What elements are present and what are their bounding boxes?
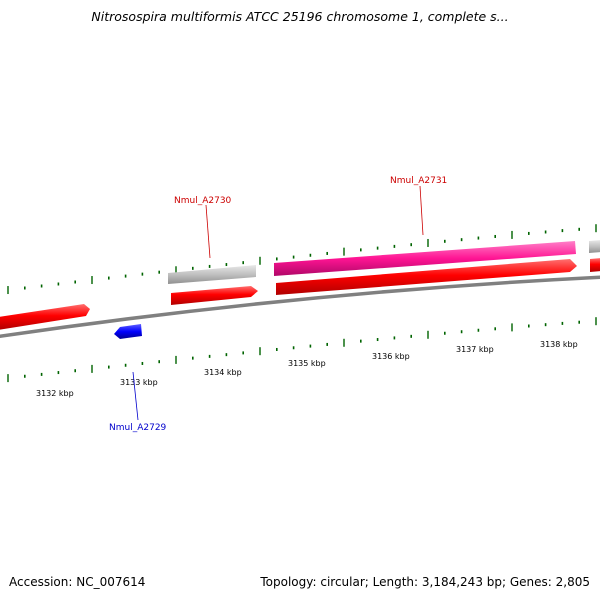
scale-label: 3137 kbp	[456, 345, 494, 354]
label-leader-a2731	[419, 185, 424, 236]
gene-label-a2729[interactable]: Nmul_A2729	[109, 423, 167, 433]
gene-label-a2731[interactable]: Nmul_A2731	[390, 176, 447, 186]
map-title: Nitrosospira multiformis ATCC 25196 chro…	[91, 9, 509, 24]
scale-label: 3134 kbp	[204, 368, 242, 377]
genome-backbone	[0, 275, 600, 339]
gene-label-a2730[interactable]: Nmul_A2730	[174, 196, 232, 206]
genome-summary-text: Topology: circular; Length: 3,184,243 bp…	[260, 575, 590, 589]
red-cds-feature-a2731[interactable]	[276, 259, 577, 295]
blue-reverse-feature[interactable]	[114, 324, 142, 339]
red-cds-feature-edge[interactable]	[590, 258, 600, 272]
scale-label: 3135 kbp	[288, 359, 326, 368]
pink-gene-feature[interactable]	[274, 241, 576, 276]
red-cds-feature-a2730[interactable]	[171, 286, 258, 305]
scale-label: 3138 kbp	[540, 340, 578, 349]
grey-gene-feature[interactable]	[168, 265, 256, 284]
label-leader-a2730	[205, 204, 211, 259]
scale-label: 3136 kbp	[372, 352, 410, 361]
label-leader-a2729	[132, 371, 139, 421]
scale-label: 3133 kbp	[120, 378, 158, 387]
accession-text: Accession: NC_007614	[9, 575, 146, 589]
scale-label: 3132 kbp	[36, 389, 74, 398]
grey-gene-feature-edge[interactable]	[589, 240, 600, 253]
inner-tick-ring	[7, 317, 597, 383]
red-cds-feature[interactable]	[0, 304, 90, 330]
